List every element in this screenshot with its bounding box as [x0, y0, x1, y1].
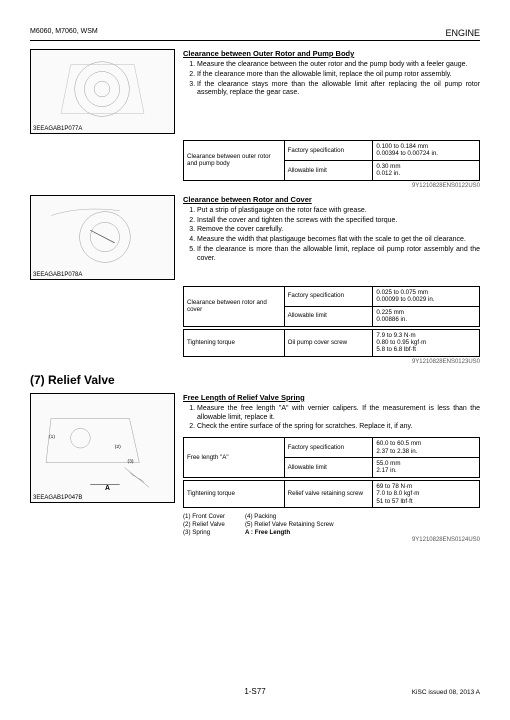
- fig-label-2: 3EEAGAB1P078A: [33, 272, 82, 278]
- footer-right: KiSC issued 08, 2013 A: [412, 689, 480, 696]
- ref-2: 9Y1210828ENS0123US0: [183, 359, 480, 365]
- svg-text:A: A: [105, 485, 110, 492]
- cell: 0.100 to 0.184 mm 0.00394 to 0.00724 in.: [373, 141, 480, 161]
- step: Remove the cover carefully.: [197, 226, 480, 235]
- steps-1: Measure the clearance between the outer …: [197, 61, 480, 98]
- spec-table-3a: Free length "A"Factory specification60.0…: [183, 437, 480, 478]
- step: Install the cover and tighten the screws…: [197, 217, 480, 226]
- fig-label-1: 3EEAGAB1P077A: [33, 126, 82, 132]
- ref-1: 9Y1210828ENS0122US0: [183, 183, 480, 189]
- svg-text:(3): (3): [128, 459, 134, 465]
- step: Put a strip of plastigauge on the rotor …: [197, 207, 480, 216]
- step: If the clearance more than the allowable…: [197, 71, 480, 80]
- legend-item: (1) Front Cover: [183, 513, 225, 521]
- spec-table-1: Clearance between outer rotor and pump b…: [183, 140, 480, 181]
- header-left: M6060, M7060, WSM: [30, 28, 98, 38]
- subtitle-2: Clearance between Rotor and Cover: [183, 195, 480, 204]
- figure-1: 3EEAGAB1P077A: [30, 49, 175, 134]
- legend-item: (4) Packing: [245, 513, 334, 521]
- subtitle-3: Free Length of Relief Valve Spring: [183, 393, 480, 402]
- legend-item: (3) Spring: [183, 529, 225, 537]
- figure-2: 3EEAGAB1P078A: [30, 195, 175, 280]
- spec-table-2b: Tightening torqueOil pump cover screw7.9…: [183, 329, 480, 357]
- header-right: ENGINE: [445, 28, 480, 38]
- ref-3: 9Y1210828ENS0124US0: [183, 537, 480, 543]
- svg-text:(2): (2): [115, 444, 121, 450]
- step: Check the entire surface of the spring f…: [197, 423, 480, 432]
- subtitle-1: Clearance between Outer Rotor and Pump B…: [183, 49, 480, 58]
- step: Measure the free length "A" with vernier…: [197, 405, 480, 423]
- section-relief-valve: A (1) (2) (3) 3EEAGAB1P047B Free Length of …: [30, 393, 480, 550]
- fig-label-3: 3EEAGAB1P047B: [33, 495, 82, 501]
- steps-3: Measure the free length "A" with vernier…: [197, 405, 480, 432]
- section-outer-rotor: 3EEAGAB1P077A Clearance between Outer Ro…: [30, 49, 480, 134]
- steps-2: Put a strip of plastigauge on the rotor …: [197, 207, 480, 264]
- step: Measure the clearance between the outer …: [197, 61, 480, 70]
- section-title-7: (7) Relief Valve: [30, 373, 480, 387]
- spec-table-2a: Clearance between rotor and coverFactory…: [183, 286, 480, 327]
- legend: (1) Front Cover (2) Relief Valve (3) Spr…: [183, 513, 480, 537]
- page-header: M6060, M7060, WSM ENGINE: [30, 28, 480, 41]
- spec-table-3b: Tightening torqueRelief valve retaining …: [183, 480, 480, 508]
- legend-item: (5) Relief Valve Retaining Screw: [245, 521, 334, 529]
- step: If the clearance is more than the allowa…: [197, 246, 480, 264]
- legend-item: (2) Relief Valve: [183, 521, 225, 529]
- figure-3: A (1) (2) (3) 3EEAGAB1P047B: [30, 393, 175, 503]
- section-rotor-cover: 3EEAGAB1P078A Clearance between Rotor an…: [30, 195, 480, 280]
- step: Measure the width that plastigauge becom…: [197, 236, 480, 245]
- svg-text:(1): (1): [49, 434, 55, 440]
- step: If the clearance stays more than the all…: [197, 81, 480, 99]
- legend-item: A : Free Length: [245, 529, 334, 537]
